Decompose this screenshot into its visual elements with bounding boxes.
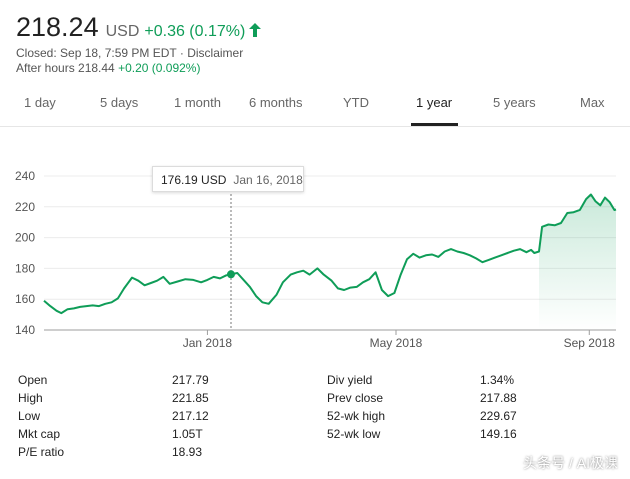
tab-1-day[interactable]: 1 day: [24, 95, 56, 110]
tab-ytd[interactable]: YTD: [343, 95, 369, 110]
currency-label: USD: [105, 23, 140, 40]
stats-table: Open 217.79 Div yield 1.34% High 221.85 …: [18, 371, 580, 461]
stat-label: Open: [18, 373, 48, 387]
stats-row: P/E ratio 18.93: [18, 443, 580, 461]
quote-header: 218.24 USD +0.36 (0.17%): [16, 12, 262, 43]
x-tick-label: Sep 2018: [564, 336, 616, 350]
y-tick-label: 140: [15, 323, 35, 337]
stat-value: 18.93: [172, 445, 203, 459]
y-tick-label: 160: [15, 292, 35, 306]
stat-value: 217.12: [172, 409, 209, 423]
price-chart[interactable]: 240 220 200 180 160 140 Jan 2018 May 2018 Sep 2…: [0, 150, 630, 355]
tab-5-years[interactable]: 5 years: [493, 95, 536, 110]
tab-5-days[interactable]: 5 days: [100, 95, 139, 110]
arrow-up-icon: [249, 23, 262, 37]
price-area-fill: [539, 194, 616, 330]
stat-label: Mkt cap: [18, 427, 61, 441]
stat-label: Prev close: [327, 391, 384, 405]
closed-info: Closed: Sep 18, 7:59 PM EDT · Disclaimer: [16, 46, 244, 60]
stat-value: 217.79: [172, 373, 209, 387]
tooltip-price: 176.19 USD: [161, 173, 227, 187]
tab-6-months[interactable]: 6 months: [249, 95, 303, 110]
stat-value: 1.05T: [172, 427, 203, 441]
stat-label: Div yield: [327, 373, 373, 387]
y-tick-label: 220: [15, 200, 35, 214]
stat-label: Low: [18, 409, 41, 423]
chart-tooltip: 176.19 USD Jan 16, 2018: [152, 166, 304, 192]
stats-row: Low 217.12 52-wk high 229.67: [18, 407, 580, 425]
y-tick-label: 200: [15, 231, 35, 245]
tab-max[interactable]: Max: [580, 95, 605, 110]
hover-point: [227, 270, 235, 279]
y-tick-label: 240: [15, 169, 35, 183]
stat-label: 52-wk low: [327, 427, 381, 441]
stat-value: 229.67: [480, 409, 517, 423]
stat-label: [327, 443, 480, 461]
stats-row: Mkt cap 1.05T 52-wk low 149.16: [18, 425, 580, 443]
price-change: +0.36 (0.17%): [144, 23, 246, 40]
tab-1-year[interactable]: 1 year: [416, 95, 453, 110]
watermark: 头条号 / AI极课: [523, 455, 618, 471]
stat-value: 1.34%: [480, 373, 515, 387]
stat-value: 221.85: [172, 391, 209, 405]
stats-row: Open 217.79 Div yield 1.34%: [18, 371, 580, 389]
stat-label: P/E ratio: [18, 445, 65, 459]
x-tick-label: May 2018: [370, 336, 423, 350]
tooltip-date: Jan 16, 2018: [233, 173, 303, 187]
stats-row: High 221.85 Prev close 217.88: [18, 389, 580, 407]
current-price: 218.24: [16, 12, 99, 42]
after-hours-label: After hours 218.44: [16, 61, 115, 75]
active-tab-indicator: [411, 123, 458, 126]
stat-value: 149.16: [480, 427, 517, 441]
stat-value: 217.88: [480, 391, 517, 405]
y-tick-label: 180: [15, 261, 35, 275]
after-hours-change: +0.20 (0.092%): [118, 61, 201, 75]
price-line: [43, 193, 617, 315]
tab-1-month[interactable]: 1 month: [174, 95, 221, 110]
stat-label: High: [18, 391, 43, 405]
stat-label: 52-wk high: [327, 409, 386, 423]
x-tick-label: Jan 2018: [183, 336, 233, 350]
range-tabs: 1 day 5 days 1 month 6 months YTD 1 year…: [0, 86, 630, 127]
after-hours-info: After hours 218.44 +0.20 (0.092%): [16, 61, 200, 75]
